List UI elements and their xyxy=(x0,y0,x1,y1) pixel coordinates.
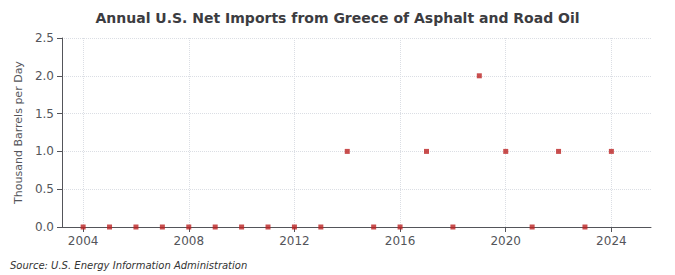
svg-text:1.5: 1.5 xyxy=(35,107,54,121)
svg-text:0.0: 0.0 xyxy=(35,220,54,234)
svg-text:2.5: 2.5 xyxy=(35,31,54,45)
svg-text:2008: 2008 xyxy=(174,234,205,248)
svg-text:2004: 2004 xyxy=(68,234,99,248)
svg-text:Thousand Barrels per Day: Thousand Barrels per Day xyxy=(12,61,25,205)
svg-text:1.0: 1.0 xyxy=(35,144,54,158)
svg-text:2024: 2024 xyxy=(596,234,627,248)
svg-text:2012: 2012 xyxy=(279,234,310,248)
svg-text:Source: U.S. Energy Informatio: Source: U.S. Energy Information Administ… xyxy=(10,260,247,271)
svg-text:2.0: 2.0 xyxy=(35,69,54,83)
svg-text:2016: 2016 xyxy=(385,234,416,248)
svg-text:2020: 2020 xyxy=(490,234,521,248)
svg-text:Annual U.S. Net Imports from G: Annual U.S. Net Imports from Greece of A… xyxy=(95,10,579,26)
svg-text:0.5: 0.5 xyxy=(35,182,54,196)
